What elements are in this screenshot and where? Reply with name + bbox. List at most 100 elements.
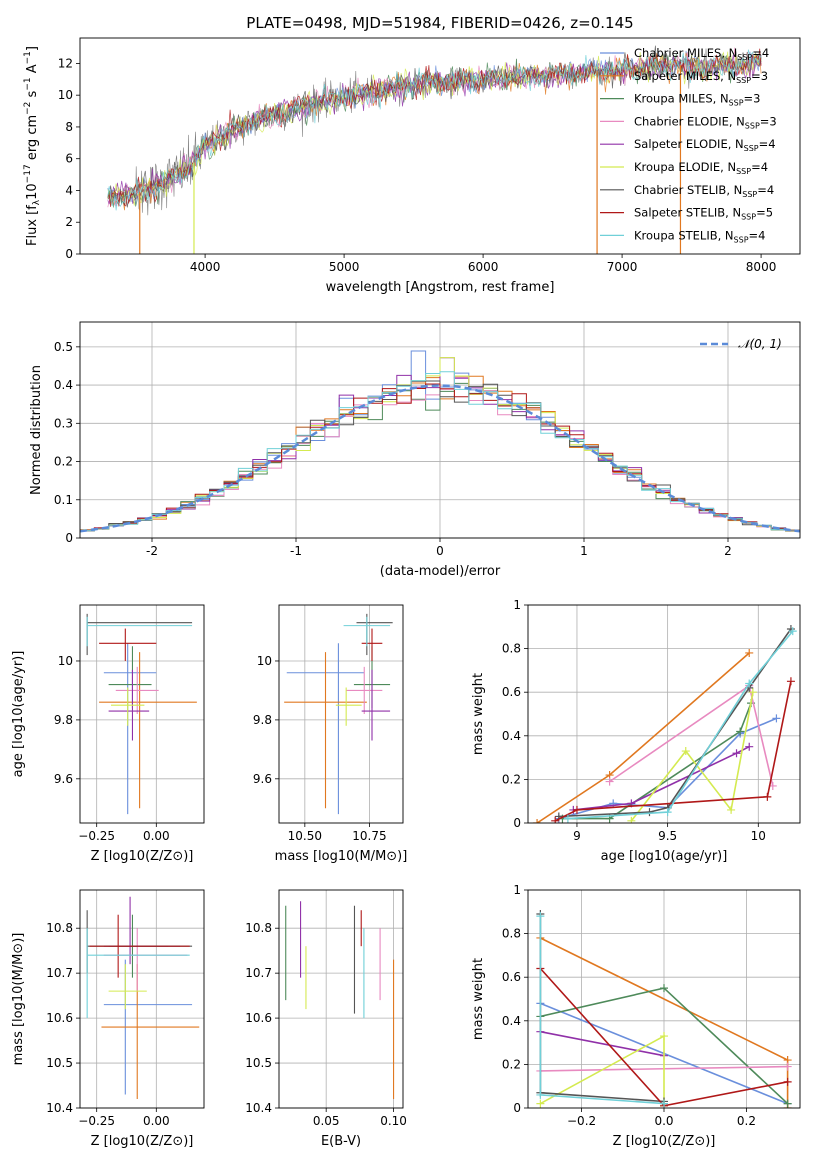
legend-entry-sub: SSP <box>729 99 744 108</box>
weight-point-marker <box>783 1099 792 1108</box>
y-tick-label: 0.2 <box>54 455 73 469</box>
x-tick-label: 0 <box>436 544 444 558</box>
weight-point-marker <box>732 749 741 758</box>
histogram-series <box>80 383 800 531</box>
legend-entry-sub: SSP <box>736 76 751 85</box>
weight-point-marker <box>660 1032 668 1041</box>
y-tick-label: 10 <box>257 654 272 668</box>
x-tick-label: 9 <box>573 829 581 843</box>
legend-entry: Chabrier ELODIE, NSSP=3 <box>634 114 777 130</box>
x-tick-label: 9.5 <box>658 829 677 843</box>
y-axis-label: mass [log10(M/M⊙)] <box>11 933 26 1066</box>
legend-entry-suffix: =4 <box>751 160 768 174</box>
plot-area <box>285 901 395 1100</box>
weight-point-marker <box>572 805 581 814</box>
legend-entry-suffix: =3 <box>751 69 768 83</box>
y-tick-label: 1 <box>513 598 521 612</box>
legend-entry-sub: SSP <box>742 190 757 199</box>
y-tick-label: 1 <box>513 883 521 897</box>
y-tick-label: 0.5 <box>54 340 73 354</box>
y-tick-label: 10.6 <box>46 1011 73 1025</box>
plot-area <box>80 350 800 533</box>
legend-entry-suffix: =4 <box>757 183 774 197</box>
spectrum-model-line <box>107 50 762 208</box>
y-tick-label: 2 <box>65 215 73 229</box>
grid <box>279 890 403 1109</box>
x-tick-label: 10.75 <box>352 829 386 843</box>
legend-entry-label: Chabrier MILES, N <box>634 46 737 60</box>
panel-mass_vs_EBV: 0.05 0.10 10.4 10.5 10.6 10.7 10.8 E(B-V) <box>245 889 407 1149</box>
legend-entry-label: Salpeter STELIB, N <box>634 206 741 220</box>
x-axis-label: Z [log10(Z/Z⊙)] <box>91 849 194 864</box>
panel-mass_vs_Z: −0.25 0.00 10.4 10.5 10.6 10.7 10.8 Z [log10(Z/… <box>11 889 205 1149</box>
legend-entry-suffix: =4 <box>752 46 769 60</box>
spectrum-model-line <box>107 49 762 211</box>
x-tick-label: −0.2 <box>567 1114 596 1128</box>
x-tick-label: 6000 <box>468 260 499 274</box>
y-tick-label: 0 <box>65 247 73 261</box>
legend-entry-sub: SSP <box>736 167 751 176</box>
weight-point-marker <box>745 742 754 751</box>
legend-entry-suffix: =4 <box>749 228 766 242</box>
axes: −0.25 0.00 10.4 10.5 10.6 10.7 10.8 Z [log10(Z/… <box>11 889 205 1149</box>
legend-entry-suffix: =3 <box>744 92 761 106</box>
x-tick-label: 4000 <box>190 260 221 274</box>
weight-series-line <box>562 702 752 820</box>
weight-point-marker <box>772 714 781 723</box>
grid <box>528 604 800 824</box>
weight-point-marker <box>660 984 668 993</box>
y-tick-label: 0.1 <box>54 493 73 507</box>
x-axis-label: (data-model)/error <box>380 564 501 579</box>
y-axis-label: mass weight <box>471 958 486 1040</box>
legend-entry-label: Kroupa ELODIE, N <box>634 160 736 174</box>
legend-entry: Kroupa ELODIE, NSSP=4 <box>634 160 768 176</box>
weight-point-marker <box>551 816 560 823</box>
x-axis-label: mass [log10(M/M⊙)] <box>275 849 408 864</box>
legend-entry: Kroupa MILES, NSSP=3 <box>634 92 760 108</box>
axes: 10.50 10.75 9.6 9.8 10 mass [log10(M/M⊙)] <box>253 604 408 864</box>
grid <box>80 605 204 823</box>
y-axis-label: Flux [fλ10−17 erg cm−2 s−1 A−1] <box>23 46 42 246</box>
legend-entry: Kroupa STELIB, NSSP=4 <box>634 228 765 244</box>
y-tick-label: 9.6 <box>253 772 272 786</box>
y-tick-label: 9.8 <box>253 713 272 727</box>
weight-point-marker <box>786 677 795 686</box>
weight-point-marker <box>536 1099 545 1108</box>
legend-entry: Chabrier MILES, NSSP=4 <box>634 46 769 62</box>
y-tick-label: 12 <box>58 56 73 70</box>
plot-area <box>107 45 762 254</box>
x-tick-label: 0.05 <box>313 1114 340 1128</box>
y-tick-label: 8 <box>65 120 73 134</box>
y-tick-label: 10.6 <box>245 1011 272 1025</box>
y-tick-label: 0.4 <box>502 1014 521 1028</box>
y-tick-label: 0.6 <box>502 685 521 699</box>
weight-point-marker <box>745 648 754 657</box>
weight-point-marker <box>533 819 542 823</box>
x-tick-label: 8000 <box>746 260 777 274</box>
weight-point-marker <box>627 816 636 823</box>
axes-frame <box>278 604 404 824</box>
weight-point-marker <box>783 1062 792 1071</box>
y-tick-label: 10.4 <box>46 1101 73 1115</box>
x-tick-label: 0.00 <box>143 1114 170 1128</box>
weight-series-line <box>558 628 792 818</box>
grid <box>80 890 204 1109</box>
legend-entry-label: Chabrier ELODIE, N <box>634 114 745 128</box>
legend-entry: Salpeter STELIB, NSSP=5 <box>634 206 773 222</box>
y-tick-label: 0.4 <box>54 378 73 392</box>
legend-entry-suffix: =5 <box>756 206 773 220</box>
legend-entry-sub: SSP <box>741 213 756 222</box>
weight-point-marker <box>660 1099 668 1108</box>
legend-entry-sub: SSP <box>745 121 760 130</box>
axes-frame <box>79 37 801 255</box>
weight-point-marker <box>783 1077 792 1086</box>
x-tick-label: 0.2 <box>737 1114 756 1128</box>
panel-age_vs_Z: −0.25 0.00 9.6 9.8 10 Z [log10(Z/Z⊙)] age [log… <box>11 604 205 864</box>
axes: 0.05 0.10 10.4 10.5 10.6 10.7 10.8 E(B-V) <box>245 889 407 1149</box>
y-tick-label: 10.7 <box>245 966 272 980</box>
y-tick-label: 6 <box>65 152 73 166</box>
x-tick-label: 10 <box>751 829 766 843</box>
y-tick-label: 0.4 <box>502 729 521 743</box>
legend-entry-label: Kroupa STELIB, N <box>634 228 734 242</box>
